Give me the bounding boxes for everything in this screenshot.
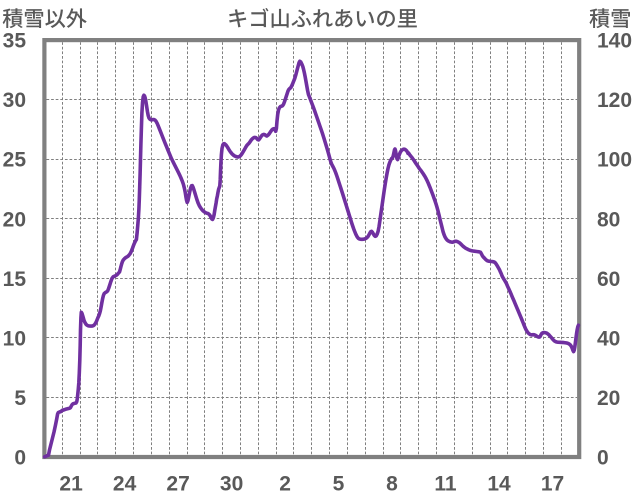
svg-text:24: 24 bbox=[113, 473, 137, 496]
svg-text:2: 2 bbox=[279, 473, 291, 496]
svg-text:8: 8 bbox=[386, 473, 398, 496]
svg-text:40: 40 bbox=[597, 327, 620, 350]
svg-text:27: 27 bbox=[166, 473, 189, 496]
svg-text:5: 5 bbox=[333, 473, 345, 496]
svg-text:30: 30 bbox=[3, 89, 26, 112]
svg-text:15: 15 bbox=[3, 268, 27, 291]
svg-text:35: 35 bbox=[3, 30, 27, 53]
svg-text:20: 20 bbox=[597, 387, 620, 410]
svg-text:100: 100 bbox=[597, 149, 632, 172]
svg-text:25: 25 bbox=[3, 149, 27, 172]
svg-text:80: 80 bbox=[597, 208, 620, 231]
svg-text:140: 140 bbox=[597, 30, 632, 53]
svg-text:30: 30 bbox=[220, 473, 243, 496]
svg-text:20: 20 bbox=[3, 208, 26, 231]
svg-text:120: 120 bbox=[597, 89, 632, 112]
svg-text:10: 10 bbox=[3, 327, 26, 350]
svg-text:11: 11 bbox=[434, 473, 457, 496]
svg-text:14: 14 bbox=[487, 473, 511, 496]
svg-text:5: 5 bbox=[14, 387, 26, 410]
svg-text:0: 0 bbox=[14, 447, 26, 470]
svg-text:21: 21 bbox=[59, 473, 83, 496]
svg-text:0: 0 bbox=[597, 447, 609, 470]
svg-text:17: 17 bbox=[541, 473, 564, 496]
svg-text:60: 60 bbox=[597, 268, 620, 291]
